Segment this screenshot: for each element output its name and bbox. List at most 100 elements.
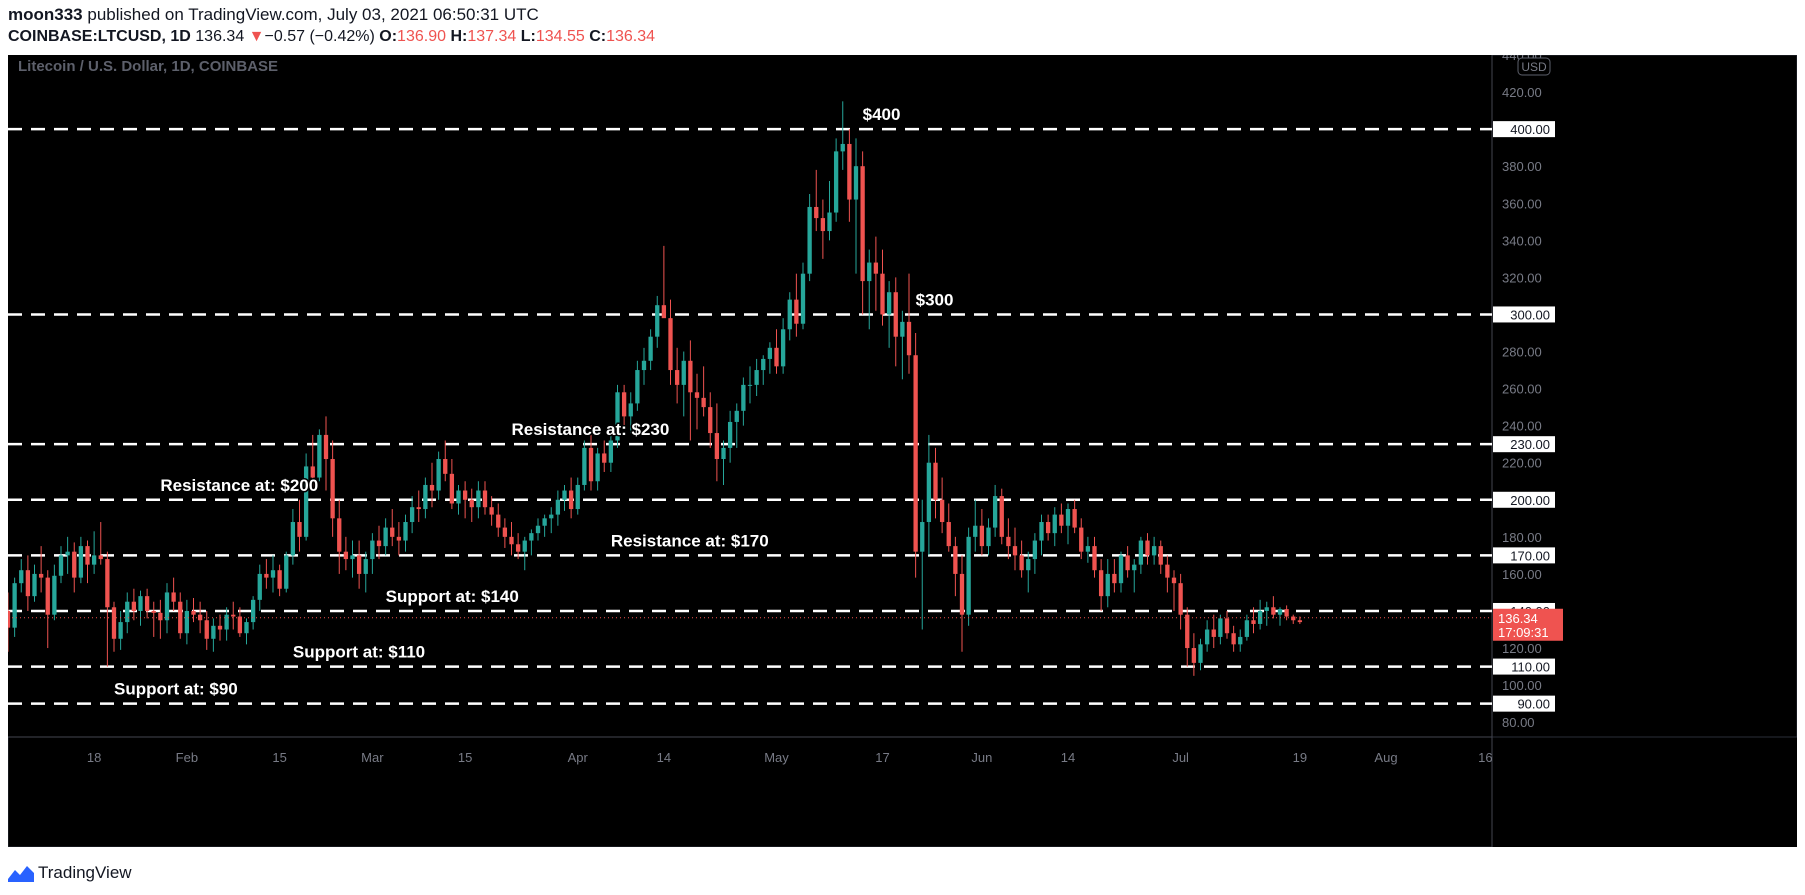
- candle-down[interactable]: [482, 490, 488, 508]
- candle-down[interactable]: [429, 484, 435, 491]
- candle-down[interactable]: [1112, 573, 1117, 584]
- candle-up[interactable]: [973, 525, 978, 537]
- candle-up[interactable]: [1052, 514, 1057, 534]
- candle-up[interactable]: [270, 570, 276, 578]
- candle-down[interactable]: [714, 433, 720, 460]
- candle-up[interactable]: [1065, 509, 1071, 526]
- candle-up[interactable]: [867, 262, 872, 282]
- candle-down[interactable]: [1231, 633, 1236, 645]
- candle-up[interactable]: [456, 490, 461, 504]
- currency-badge[interactable]: [1517, 57, 1551, 76]
- candle-up[interactable]: [992, 496, 998, 528]
- candle-down[interactable]: [323, 434, 329, 460]
- candle-down[interactable]: [1297, 620, 1303, 623]
- candle-down[interactable]: [502, 527, 508, 537]
- candle-up[interactable]: [125, 601, 130, 623]
- candle-down[interactable]: [1185, 614, 1190, 649]
- candle-down[interactable]: [131, 601, 137, 611]
- candle-down[interactable]: [191, 610, 196, 615]
- candle-down[interactable]: [396, 536, 402, 541]
- candle-up[interactable]: [32, 573, 37, 597]
- candle-down[interactable]: [469, 499, 474, 508]
- candle-up[interactable]: [12, 583, 17, 628]
- candle-down[interactable]: [939, 499, 945, 523]
- candle-down[interactable]: [343, 551, 349, 560]
- candle-down[interactable]: [661, 305, 667, 319]
- tradingview-logo-icon[interactable]: [8, 864, 34, 882]
- level-price-tag[interactable]: [1493, 436, 1555, 453]
- candle-up[interactable]: [1039, 522, 1044, 541]
- candle-down[interactable]: [489, 507, 494, 515]
- candle-up[interactable]: [555, 499, 561, 515]
- candle-up[interactable]: [423, 484, 428, 510]
- candle-up[interactable]: [853, 166, 859, 200]
- candle-up[interactable]: [1218, 618, 1223, 637]
- candle-down[interactable]: [297, 522, 302, 537]
- candle-up[interactable]: [535, 525, 541, 534]
- candle-up[interactable]: [1238, 636, 1243, 645]
- time-axis[interactable]: [8, 736, 1493, 847]
- candle-up[interactable]: [409, 507, 415, 523]
- candle-down[interactable]: [913, 355, 918, 552]
- candle-up[interactable]: [250, 599, 256, 623]
- candle-down[interactable]: [568, 490, 574, 510]
- candle-up[interactable]: [65, 551, 70, 556]
- candle-down[interactable]: [1211, 629, 1216, 637]
- candle-up[interactable]: [761, 358, 766, 371]
- candle-up[interactable]: [608, 440, 614, 463]
- candle-down[interactable]: [1059, 514, 1064, 526]
- candle-down[interactable]: [85, 546, 90, 565]
- candle-up[interactable]: [1032, 540, 1038, 560]
- candle-down[interactable]: [1224, 618, 1230, 634]
- level-price-tag[interactable]: [1493, 695, 1555, 712]
- candle-down[interactable]: [860, 166, 865, 282]
- candle-down[interactable]: [356, 555, 362, 574]
- candle-down[interactable]: [515, 544, 521, 552]
- candle-up[interactable]: [383, 527, 388, 547]
- candle-down[interactable]: [204, 620, 209, 639]
- candle-down[interactable]: [1019, 555, 1024, 571]
- candle-down[interactable]: [794, 299, 799, 324]
- candle-down[interactable]: [959, 573, 965, 615]
- candle-down[interactable]: [449, 473, 455, 504]
- candle-up[interactable]: [1118, 555, 1124, 584]
- chart-container[interactable]: Litecoin / U.S. Dollar, 1D, COINBASE 420.…: [8, 55, 1797, 847]
- candle-down[interactable]: [237, 616, 243, 634]
- candle-down[interactable]: [674, 370, 680, 385]
- candle-down[interactable]: [105, 559, 110, 608]
- candle-up[interactable]: [224, 614, 229, 630]
- candle-down[interactable]: [1145, 540, 1150, 556]
- candle-down[interactable]: [893, 292, 898, 337]
- candle-up[interactable]: [317, 434, 322, 478]
- candle-up[interactable]: [58, 555, 64, 576]
- candle-up[interactable]: [641, 360, 647, 371]
- candle-up[interactable]: [522, 540, 527, 552]
- candle-down[interactable]: [25, 570, 31, 597]
- candle-up[interactable]: [920, 522, 925, 552]
- candle-up[interactable]: [727, 421, 733, 448]
- price-chart[interactable]: Litecoin / U.S. Dollar, 1D, COINBASE 420.…: [8, 55, 1797, 847]
- candle-down[interactable]: [1006, 536, 1011, 547]
- candle-up[interactable]: [1026, 559, 1031, 571]
- candle-up[interactable]: [303, 466, 309, 537]
- candle-down[interactable]: [277, 570, 282, 589]
- candle-up[interactable]: [575, 484, 580, 510]
- candle-down[interactable]: [330, 459, 335, 519]
- candle-down[interactable]: [979, 525, 985, 547]
- candle-down[interactable]: [98, 555, 103, 560]
- candle-up[interactable]: [403, 522, 408, 541]
- candle-up[interactable]: [184, 610, 190, 634]
- candle-up[interactable]: [284, 555, 289, 589]
- candle-up[interactable]: [754, 370, 759, 385]
- candle-up[interactable]: [244, 622, 249, 634]
- candle-up[interactable]: [118, 622, 123, 639]
- candle-up[interactable]: [1277, 609, 1283, 615]
- candle-up[interactable]: [363, 559, 368, 574]
- candle-up[interactable]: [290, 522, 296, 556]
- level-price-tag[interactable]: [1493, 658, 1555, 675]
- candle-down[interactable]: [496, 514, 501, 528]
- candle-down[interactable]: [443, 459, 448, 474]
- candle-down[interactable]: [158, 612, 163, 621]
- candle-up[interactable]: [986, 527, 991, 547]
- candle-up[interactable]: [721, 447, 726, 460]
